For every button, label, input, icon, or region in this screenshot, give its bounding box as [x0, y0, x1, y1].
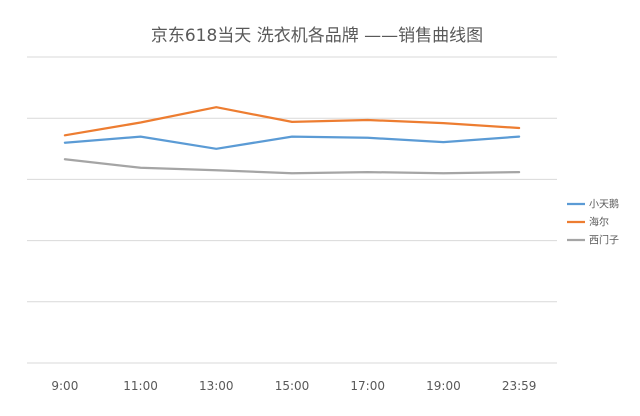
- gridlines: [27, 56, 557, 364]
- x-tick-label: 19:00: [426, 379, 461, 393]
- series-line-1: [63, 106, 521, 137]
- x-axis-ticks: 9:00 11:00 13:00 15:00 17:00 19:00 23:59: [51, 379, 536, 393]
- legend-label: 小天鹅: [589, 198, 619, 211]
- series-line-0: [63, 135, 521, 150]
- series-line-2: [63, 158, 521, 175]
- x-tick-label: 15:00: [275, 379, 310, 393]
- x-tick-label: 13:00: [199, 379, 234, 393]
- legend-label: 西门子: [589, 234, 619, 247]
- legend-label: 海尔: [589, 216, 609, 229]
- x-tick-label: 11:00: [123, 379, 158, 393]
- x-tick-label: 9:00: [51, 379, 78, 393]
- x-tick-label: 17:00: [350, 379, 385, 393]
- series-lines: [63, 106, 521, 175]
- chart-title: 京东618当天 洗衣机各品牌 ——销售曲线图: [151, 26, 483, 46]
- x-tick-label: 23:59: [502, 379, 537, 393]
